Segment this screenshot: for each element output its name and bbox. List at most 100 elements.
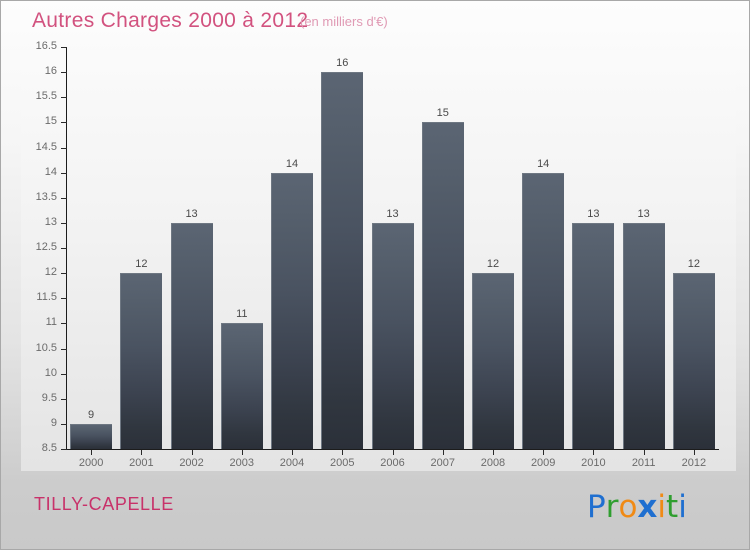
x-axis-tick (543, 450, 544, 455)
y-axis-tick-label: 9 (50, 416, 57, 429)
bar[interactable] (421, 122, 464, 449)
bar-value-label: 15 (436, 107, 449, 120)
bar-value-label: 16 (336, 57, 349, 70)
y-axis-tick-label: 13.5 (35, 190, 57, 203)
logo-letter: i (678, 489, 687, 525)
y-axis-tick (61, 172, 67, 174)
bar-value-label: 12 (486, 258, 500, 271)
x-axis-tick-label: 2000 (78, 457, 104, 469)
y-axis-tick-label: 13 (44, 215, 57, 228)
x-axis-tick-label: 2007 (430, 457, 455, 469)
bar[interactable] (471, 273, 514, 449)
x-axis-tick-label: 2003 (229, 457, 255, 469)
bar[interactable] (572, 222, 615, 449)
x-axis-tick-label: 2001 (129, 457, 154, 469)
bar[interactable] (522, 172, 565, 449)
bar-value-label: 14 (285, 157, 299, 170)
y-axis-tick (61, 72, 67, 74)
bar-value-label: 13 (587, 207, 600, 220)
y-axis-tick-label: 11 (45, 316, 57, 329)
y-axis-tick (61, 147, 67, 149)
bar-value-label: 13 (386, 207, 399, 220)
bar-value-label: 13 (637, 207, 650, 220)
x-axis-tick (141, 450, 142, 455)
bar[interactable] (120, 273, 163, 449)
bar[interactable] (371, 222, 414, 449)
y-axis-tick (61, 348, 67, 350)
bar-value-label: 9 (88, 408, 95, 421)
y-axis-tick (61, 449, 67, 450)
bar-value-label: 14 (537, 157, 550, 170)
x-axis-tick (292, 450, 293, 455)
x-axis-tick (493, 450, 494, 455)
city-name: TILLY-CAPELLE (34, 494, 174, 514)
y-axis-tick (61, 47, 67, 48)
bar-value-label: 11 (236, 308, 248, 321)
y-axis-tick-label: 14 (44, 165, 57, 178)
x-axis-tick (242, 450, 243, 455)
chart-header: Autres Charges 2000 à 2012 (en milliers … (1, 9, 749, 37)
y-axis-tick (61, 398, 67, 400)
bar[interactable] (622, 222, 665, 449)
y-axis-tick-label: 10.5 (35, 341, 57, 354)
bar-value-label: 12 (135, 258, 148, 271)
y-axis-tick (61, 273, 67, 275)
bar[interactable] (271, 172, 314, 449)
x-axis-line (66, 449, 719, 450)
bar[interactable] (321, 72, 364, 449)
y-axis-tick-label: 16.5 (35, 40, 57, 52)
x-axis-tick-label: 2011 (631, 457, 656, 469)
logo-letter: r (605, 489, 619, 525)
x-axis-tick (342, 450, 343, 455)
y-axis-tick (61, 298, 67, 300)
y-axis-tick-label: 15.5 (35, 90, 57, 103)
proxiti-logo[interactable]: Proxiti (587, 488, 687, 526)
y-axis-tick-label: 8.5 (41, 442, 57, 454)
y-axis-tick-label: 14.5 (35, 140, 57, 153)
y-axis-tick-label: 9.5 (41, 391, 57, 404)
x-axis-tick-label: 2004 (279, 457, 305, 469)
x-axis-tick (443, 450, 444, 455)
x-axis-tick-label: 2005 (330, 457, 355, 469)
x-axis-tick-label: 2008 (480, 457, 506, 469)
bar[interactable] (672, 273, 715, 449)
y-axis-tick-label: 10 (44, 366, 57, 379)
chart-subtitle: (en milliers d'€) (300, 14, 388, 29)
x-axis-tick-label: 2012 (681, 457, 707, 469)
x-axis-tick-label: 2010 (581, 457, 606, 469)
logo-letter: x (637, 489, 658, 525)
x-axis-tick-label: 2009 (530, 457, 556, 469)
y-axis-tick (61, 373, 67, 375)
x-axis-tick (593, 450, 594, 455)
logo-letter: o (618, 489, 638, 525)
plot-area: 16.5 16 15.5 15 14.5 14 13.5 13 12.5 12 11.5 11 10.5… (21, 39, 736, 471)
x-axis-tick (393, 450, 394, 455)
y-axis-tick (61, 248, 67, 249)
y-axis-tick-label: 12 (44, 266, 57, 279)
y-axis-tick-label: 16 (44, 65, 57, 78)
y-axis-tick (61, 97, 67, 99)
bar[interactable] (70, 423, 113, 449)
x-axis-tick-label: 2006 (380, 457, 405, 469)
bar[interactable] (170, 222, 213, 449)
y-axis-tick (61, 197, 67, 199)
x-axis-tick-label: 2002 (179, 457, 204, 469)
page-title: Autres Charges 2000 à 2012 (32, 9, 309, 32)
logo-letter: t (666, 489, 679, 525)
bar-value-label: 12 (687, 258, 700, 271)
x-axis-tick (192, 450, 193, 455)
y-axis-tick-label: 11.5 (36, 291, 57, 304)
logo-letter: i (657, 489, 667, 525)
bar-value-label: 13 (185, 207, 198, 220)
y-axis-tick-label: 12.5 (35, 241, 57, 253)
logo-letter: P (587, 489, 606, 525)
x-axis-tick (694, 450, 695, 455)
y-axis-tick (61, 323, 67, 325)
y-axis-tick (61, 423, 67, 425)
x-axis-tick (91, 450, 92, 455)
bar[interactable] (220, 323, 263, 449)
y-axis-tick (61, 222, 67, 224)
x-axis-tick (644, 450, 645, 455)
y-axis-tick-label: 15 (44, 115, 57, 128)
